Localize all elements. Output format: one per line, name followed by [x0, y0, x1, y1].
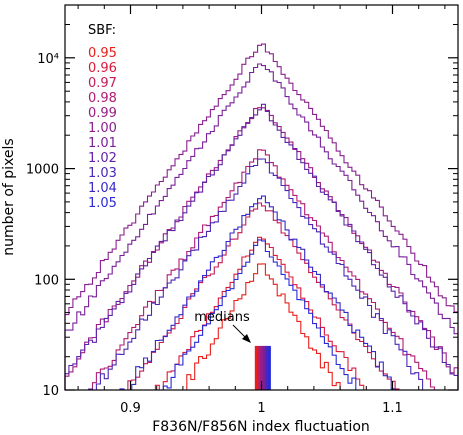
- legend-item-1.03: 1.03: [88, 166, 117, 181]
- x-tick-label: 1.1: [382, 401, 403, 416]
- y-tick-label: 10⁴: [37, 52, 59, 67]
- y-tick-label: 1000: [26, 163, 59, 178]
- legend-layer: SBF: 0.950.960.970.980.991.001.011.021.03…: [88, 23, 117, 211]
- legend-item-0.96: 0.96: [88, 61, 117, 76]
- series-1.00: [64, 43, 459, 390]
- x-tick-label: 0.9: [120, 401, 141, 416]
- legend-item-1.04: 1.04: [88, 181, 117, 196]
- legend-item-0.95: 0.95: [88, 46, 117, 61]
- legend-item-1.01: 1.01: [88, 136, 117, 151]
- median-marker: [257, 345, 261, 390]
- legend-title: SBF:: [88, 23, 116, 38]
- legend-item-0.97: 0.97: [88, 76, 117, 91]
- medians-arrow-head: [242, 334, 251, 343]
- median-marker: [254, 345, 258, 390]
- series-1.04: [65, 195, 458, 391]
- series-1.03: [65, 158, 458, 391]
- legend-item-1.05: 1.05: [88, 196, 117, 211]
- medians-annotation: medians: [194, 310, 250, 325]
- series-1.01: [64, 63, 459, 390]
- median-marker: [260, 345, 263, 390]
- median-marker: [262, 345, 266, 390]
- series-0.96: [65, 236, 458, 391]
- ticks-layer: 0.9 1 1.1 10 100 1000 10⁴: [26, 4, 458, 416]
- y-tick-label: 10: [42, 384, 59, 399]
- legend-item-1.00: 1.00: [88, 121, 117, 136]
- series-1.02: [64, 103, 459, 390]
- x-axis-label: F836N/F856N index fluctuation: [152, 419, 370, 435]
- legend-item-0.99: 0.99: [88, 106, 117, 121]
- median-marker: [265, 345, 269, 390]
- y-axis-label: number of pixels: [1, 138, 17, 255]
- median-marker: [267, 345, 271, 390]
- y-tick-label: 100: [34, 273, 59, 288]
- median-layer: [254, 345, 271, 390]
- legend-item-1.02: 1.02: [88, 151, 117, 166]
- x-tick-label: 1: [257, 401, 265, 416]
- legend-item-0.98: 0.98: [88, 91, 117, 106]
